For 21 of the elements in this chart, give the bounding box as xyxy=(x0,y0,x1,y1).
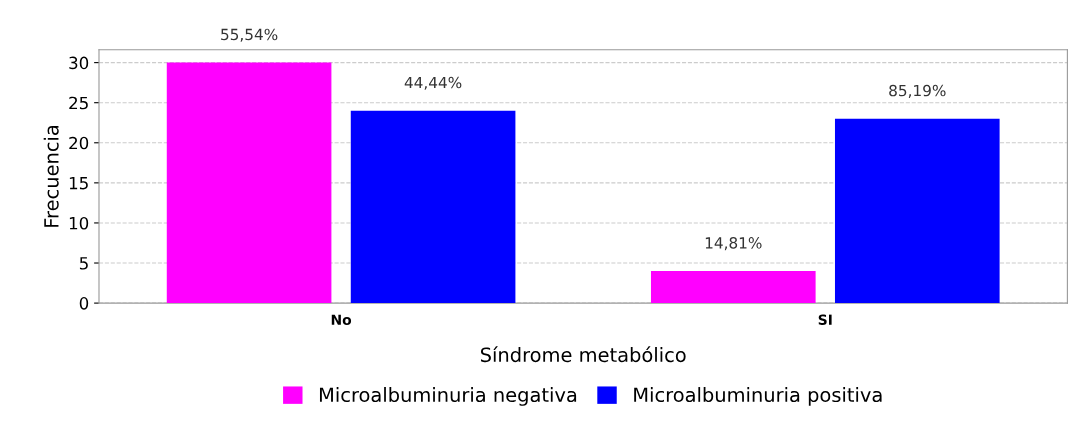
legend-label: Microalbuminuria negativa xyxy=(319,387,577,406)
bar xyxy=(350,110,516,304)
legend-label: Microalbuminuria positiva xyxy=(634,387,882,406)
annotation: 44,44% xyxy=(404,76,462,90)
y-tick-label: 25 xyxy=(69,96,88,110)
x-tick-label: No xyxy=(331,314,352,325)
bar xyxy=(650,271,816,304)
bar xyxy=(166,62,332,304)
x-tick-label: SI xyxy=(818,314,832,325)
y-tick-label: 30 xyxy=(69,56,89,70)
annotation: 85,19% xyxy=(889,84,946,98)
y-tick-label: 15 xyxy=(69,177,88,190)
y-tick-label: 0 xyxy=(79,297,89,310)
annotation: 14,81% xyxy=(705,237,762,251)
y-tick-label: 10 xyxy=(69,216,89,230)
y-axis-title: Frecuencia xyxy=(43,125,59,227)
y-tick-label: 20 xyxy=(69,136,89,150)
x-axis-title: Síndrome metabólico xyxy=(480,346,686,363)
bar xyxy=(834,118,1000,304)
y-tick-label: 5 xyxy=(79,257,88,270)
text: 55,54% xyxy=(221,28,278,42)
